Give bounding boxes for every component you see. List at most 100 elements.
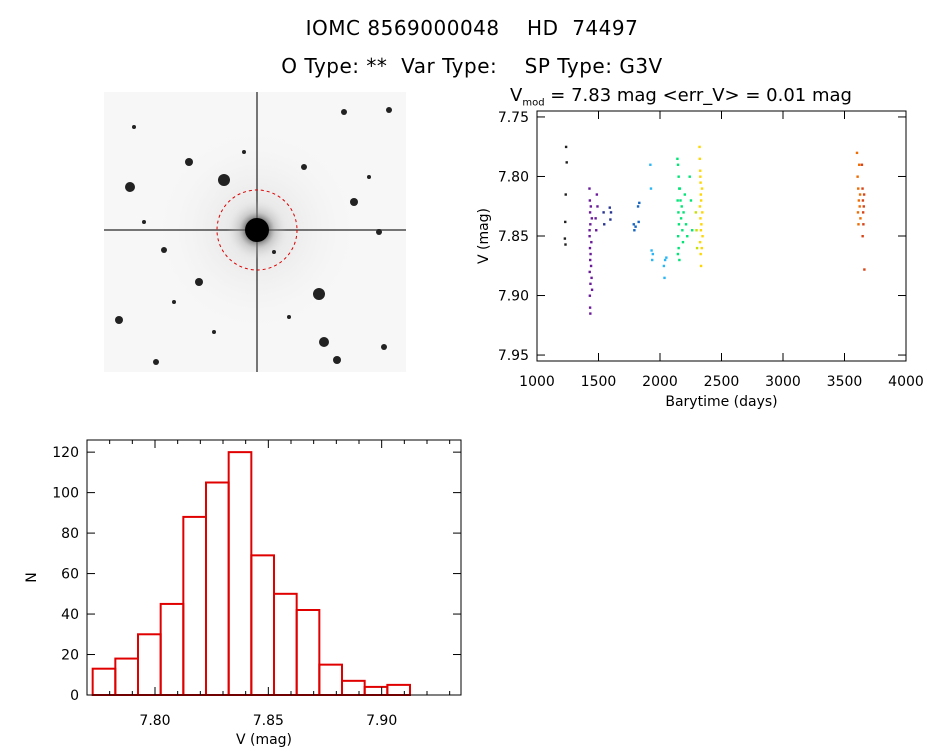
scatter-x-tick-label: 2500 [704, 374, 740, 390]
scatter-point [590, 276, 593, 280]
scatter-point [700, 187, 704, 190]
scatter-point [634, 225, 637, 228]
scatter-point [679, 199, 682, 202]
scatter-point [677, 175, 680, 178]
scatter-point [588, 229, 591, 232]
scatter-point [632, 223, 635, 226]
histogram-x-axis-label: V (mag) [236, 732, 292, 747]
scatter-y-tick-label: 7.75 [498, 110, 529, 126]
histogram-y-tick-label: 80 [61, 526, 79, 542]
histogram-y-axis-label: N [24, 572, 40, 582]
histogram-y-tick-label: 20 [61, 648, 79, 664]
histogram-y-tick-label: 40 [61, 607, 79, 623]
histogram-bar [159, 602, 185, 697]
scatter-point [563, 237, 567, 240]
scatter-point [589, 223, 592, 226]
scatter-point [649, 163, 652, 166]
scatter-point [603, 223, 606, 226]
scatter-point [678, 187, 682, 190]
scatter-point [857, 199, 861, 202]
scatter-point [699, 175, 702, 178]
scatter-point [590, 217, 594, 220]
scatter-x-axis-label: Barytime (days) [665, 394, 777, 410]
light-curve-scatter-plot: 1000 1500 2000 2500 3000 3500 4000 7.75 7.80 7.85… [476, 110, 924, 410]
sky-image-graphic [104, 92, 406, 372]
scatter-point [588, 294, 592, 297]
scatter-point [637, 220, 640, 224]
scatter-point [859, 217, 862, 220]
chart-title-line2: O Type: ** Var Type: SP Type: G3V [281, 54, 663, 78]
scatter-point [677, 246, 680, 250]
scatter-x-tick-label: 3500 [827, 374, 863, 390]
histogram-y-tick-label: 0 [70, 688, 79, 704]
scatter-point [699, 193, 702, 196]
histogram-bar [363, 685, 389, 697]
sky-field-image [104, 92, 406, 372]
scatter-point [588, 270, 591, 274]
scatter-point [633, 229, 636, 232]
scatter-point [588, 306, 592, 309]
scatter-point [595, 193, 599, 196]
scatter-point [862, 223, 865, 226]
scatter-point [651, 258, 654, 262]
scatter-point [698, 240, 702, 244]
scatter-point [588, 211, 592, 214]
scatter-point [663, 276, 666, 280]
scatter-point [858, 205, 861, 208]
scatter-point [595, 229, 598, 232]
histogram-bar [137, 633, 162, 696]
scatter-point [680, 205, 683, 208]
scatter-point [594, 217, 597, 220]
scatter-y-tick-label: 7.80 [498, 169, 529, 185]
histogram-bar [295, 609, 321, 696]
scatter-point [699, 181, 702, 184]
scatter-point [699, 217, 702, 220]
scatter-point [676, 157, 679, 161]
histogram-axes-frame [86, 439, 462, 696]
scatter-point [861, 199, 865, 202]
scatter-point [863, 268, 866, 271]
scatter-point [861, 235, 864, 238]
scatter-point [589, 258, 592, 262]
scatter-point [676, 252, 680, 256]
scatter-axes-frame [536, 110, 907, 362]
scatter-point [588, 187, 591, 190]
scatter-point [699, 229, 703, 232]
scatter-point [689, 199, 693, 202]
histogram-x-tick-label: 7.90 [366, 713, 397, 729]
scatter-point [651, 252, 655, 256]
scatter-point [589, 312, 592, 315]
scatter-point [665, 256, 668, 259]
scatter-point [699, 264, 703, 268]
scatter-point [589, 252, 592, 256]
scatter-point [663, 258, 667, 262]
scatter-point [856, 175, 859, 178]
scatter-point [690, 229, 694, 232]
scatter-point [686, 235, 689, 238]
scatter-point [698, 145, 701, 149]
scatter-point [699, 252, 702, 256]
histogram-x-tick-label: 7.80 [139, 713, 170, 729]
histogram-bar [182, 515, 207, 697]
scatter-point [638, 201, 641, 205]
scatter-point [677, 211, 680, 214]
scatter-point [862, 193, 866, 196]
histogram-bar [205, 481, 230, 696]
scatter-point [694, 211, 698, 214]
scatter-point [676, 163, 680, 166]
scatter-point [860, 163, 864, 166]
scatter-point [676, 199, 679, 202]
histogram-bar [250, 554, 275, 696]
magnitude-histogram: 7.80 7.85 7.90 0 20 40 60 80 100 120 V (mag) N [24, 439, 462, 747]
scatter-point [588, 246, 592, 250]
scatter-point [682, 211, 685, 214]
scatter-point [564, 193, 567, 196]
scatter-point [857, 187, 860, 190]
scatter-point [698, 157, 702, 161]
scatter-point [565, 161, 568, 164]
scatter-point [698, 169, 702, 172]
scatter-point [855, 151, 859, 155]
histogram-bar [273, 592, 298, 696]
scatter-point [695, 246, 699, 250]
